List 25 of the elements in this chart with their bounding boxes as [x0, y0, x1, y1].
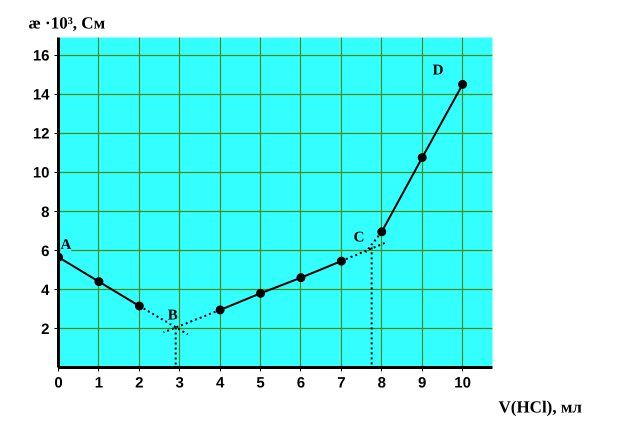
y-tick-label: 4 — [41, 282, 50, 299]
x-tick-label: 4 — [216, 374, 225, 392]
x-tick-label: 2 — [135, 374, 144, 392]
x-axis-title: V(HCl), мл — [498, 398, 582, 416]
x-tick-label: 0 — [54, 374, 63, 392]
y-tick-label: 16 — [32, 48, 50, 65]
x-tick-label: 7 — [337, 374, 346, 392]
x-tick-label: 1 — [94, 374, 104, 392]
annotation: A — [60, 237, 72, 254]
x-tick-label: 10 — [454, 374, 471, 392]
x-tick-label: 6 — [296, 374, 306, 392]
y-tick-label: 14 — [32, 86, 50, 104]
x-tick-label: 3 — [176, 374, 184, 392]
annotation: C — [354, 229, 365, 246]
y-tick-label: 6 — [41, 242, 50, 260]
y-tick-label: 10 — [32, 164, 50, 182]
y-tick-label: 12 — [32, 126, 50, 143]
y-axis-title: æ ·10³, См — [28, 14, 106, 32]
x-tick-label: 8 — [378, 374, 386, 392]
y-tick-label: 8 — [41, 204, 50, 221]
annotation: D — [432, 62, 444, 78]
x-tick-label: 9 — [418, 374, 426, 392]
x-tick-label: 5 — [256, 374, 265, 392]
y-tick-label: 2 — [41, 320, 50, 338]
annotation: B — [168, 307, 178, 324]
